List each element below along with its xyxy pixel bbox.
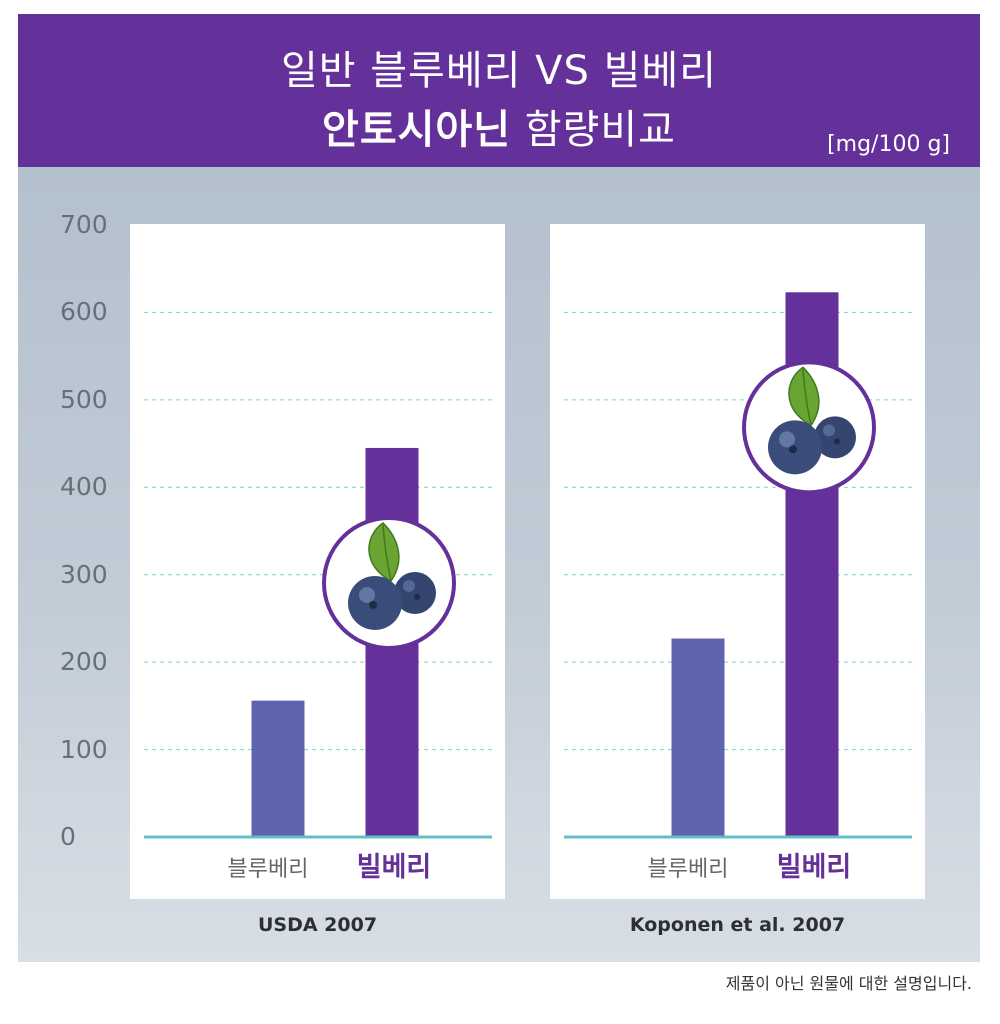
- blueberry-with-leaf-icon: [742, 360, 876, 495]
- chart-card-koponen: 블루베리 빌베리: [550, 224, 925, 899]
- category-label-blueberry: 블루베리: [648, 857, 729, 882]
- source-label-usda: USDA 2007: [257, 914, 378, 936]
- y-tick-label: 500: [60, 384, 108, 414]
- unit-label: [mg/100 g]: [827, 132, 950, 157]
- chart-usda: 블루베리 빌베리: [144, 311, 492, 883]
- category-label-blueberry: 블루베리: [228, 857, 309, 882]
- header-banner: 일반 블루베리 VS 빌베리 안토시아닌 함량비교 [mg/100 g]: [18, 14, 980, 167]
- y-tick-label: 100: [60, 734, 108, 764]
- bar-blueberry: [671, 638, 725, 837]
- category-label-bilberry: 빌베리: [777, 852, 852, 883]
- blueberry-with-leaf-icon: [322, 515, 456, 650]
- title-line-2: 안토시아닌 함량비교: [18, 97, 980, 155]
- category-label-bilberry: 빌베리: [357, 852, 432, 883]
- source-label-koponen: Koponen et al. 2007: [629, 914, 846, 936]
- y-tick-label: 200: [60, 647, 108, 677]
- y-tick-label: 700: [60, 210, 108, 239]
- title-line-1: 일반 블루베리 VS 빌베리: [280, 48, 718, 94]
- title-comparison: 함량비교: [524, 107, 676, 153]
- chart-card-usda: 블루베리 빌베리: [130, 224, 505, 899]
- title-anthocyanin: 안토시아닌: [322, 107, 512, 153]
- footer-note: 제품이 아닌 원물에 대한 설명입니다.: [725, 974, 972, 993]
- y-tick-label: 300: [60, 559, 108, 589]
- y-tick-label: 0: [60, 822, 76, 851]
- y-tick-label: 400: [60, 472, 108, 502]
- bar-blueberry: [251, 700, 305, 837]
- chart-koponen: 블루베리 빌베리: [564, 292, 912, 883]
- y-tick-label: 600: [60, 297, 108, 327]
